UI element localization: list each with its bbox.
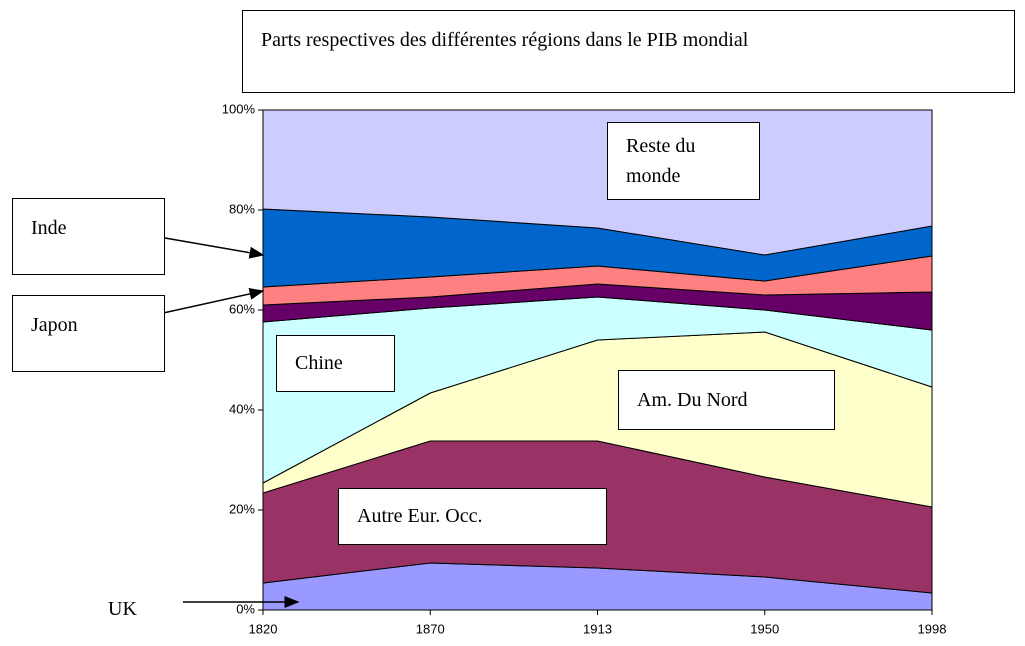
x-tick-label: 1950 bbox=[750, 621, 779, 636]
x-tick-label: 1913 bbox=[583, 621, 612, 636]
y-tick-label: 20% bbox=[229, 501, 255, 516]
y-tick-label: 60% bbox=[229, 301, 255, 316]
label: Japon bbox=[12, 295, 165, 372]
label: Chine bbox=[276, 335, 395, 392]
x-tick-label: 1998 bbox=[918, 621, 947, 636]
y-tick-label: 100% bbox=[222, 101, 256, 116]
label: UK bbox=[108, 598, 137, 620]
label: Reste du monde bbox=[607, 122, 760, 200]
label: Autre Eur. Occ. bbox=[338, 488, 607, 545]
label: Am. Du Nord bbox=[618, 370, 835, 430]
chart-title: Parts respectives des différentes région… bbox=[242, 10, 1015, 93]
y-tick-label: 40% bbox=[229, 401, 255, 416]
label: Inde bbox=[12, 198, 165, 275]
y-tick-label: 0% bbox=[236, 601, 255, 616]
area bbox=[262, 109, 933, 256]
x-tick-label: 1870 bbox=[416, 621, 445, 636]
x-tick-label: 1820 bbox=[249, 621, 278, 636]
y-tick-label: 80% bbox=[229, 201, 255, 216]
